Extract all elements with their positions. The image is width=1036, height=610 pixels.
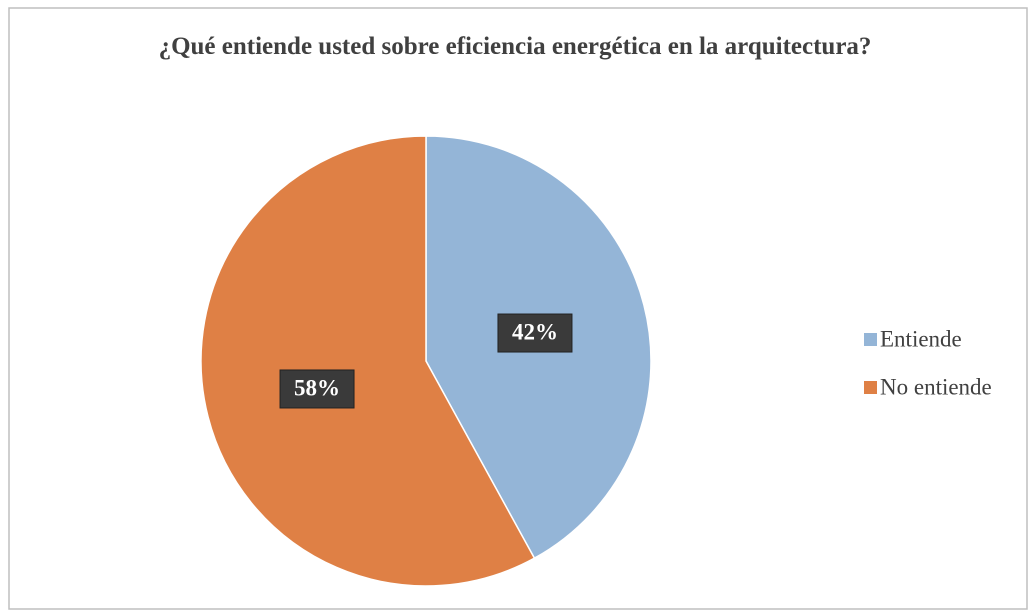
data-label: 42% (512, 319, 558, 344)
data-label-box (279, 369, 355, 409)
legend-swatch (864, 381, 877, 394)
legend-label: Entiende (880, 326, 962, 351)
legend-label: No entiende (880, 374, 992, 399)
data-label: 58% (294, 375, 340, 400)
legend-swatch (864, 333, 877, 346)
data-label-box (497, 313, 573, 353)
pie-slice (200, 135, 536, 587)
chart-title: ¿Qué entiende usted sobre eficiencia ene… (158, 33, 872, 60)
